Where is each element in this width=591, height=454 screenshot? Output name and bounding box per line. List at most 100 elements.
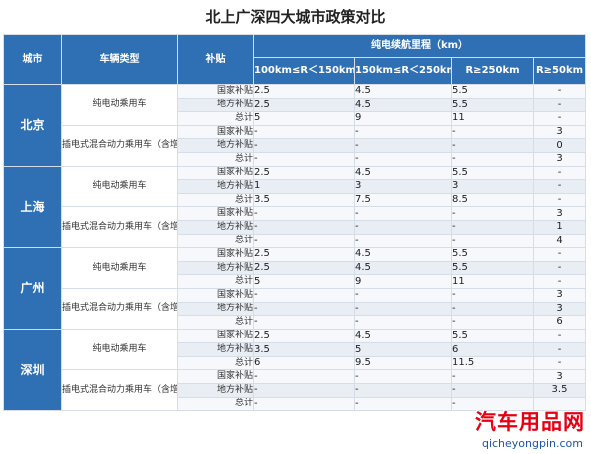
value-cell: - [532, 84, 587, 99]
value-cell: 11.5 [451, 355, 534, 371]
value-cell: 1 [253, 179, 355, 194]
value-cell: - [354, 138, 452, 153]
value-cell: 3.5 [253, 342, 355, 357]
value-cell: - [532, 192, 587, 208]
value-cell: - [451, 219, 534, 235]
value-cell: 6 [253, 355, 355, 371]
table-row: 地方补贴 1 3 3- [4, 179, 587, 194]
table-row: 广州 纯电动乘用车 国家补贴 2.5 4.5 5.5- [3, 247, 587, 330]
subsidy-label-cell: 地方补贴 [177, 97, 254, 113]
subsidy-label-cell: 国家补贴 [177, 328, 254, 344]
subsidy-label-cell: 国家补贴 [177, 206, 254, 221]
subsidy-label-cell: 国家补贴 [177, 84, 254, 99]
table-row: 地方补贴 - - -3 [4, 301, 587, 317]
value-cell: - [451, 206, 534, 221]
value-cell [532, 396, 587, 412]
vehicle-type-cell: 插电式混合动力乘用车（含增程式） [61, 287, 178, 330]
value-cell: 5.5 [451, 247, 534, 262]
value-cell: 4.5 [354, 260, 452, 276]
value-cell: 3.5 [532, 383, 587, 398]
table-row: 总计 5 9 11- [4, 111, 587, 126]
value-cell: - [451, 396, 534, 412]
vehicle-type-cell: 纯电动乘用车 [61, 84, 178, 126]
subsidy-label-cell: 地方补贴 [177, 383, 254, 398]
value-cell: - [451, 287, 534, 303]
subsidy-label-cell: 地方补贴 [177, 342, 254, 357]
value-cell: - [532, 342, 587, 357]
vehicle-type-cell: 纯电动乘用车 [61, 328, 178, 371]
value-cell: - [354, 383, 452, 398]
subsidy-label-cell: 国家补贴 [177, 287, 254, 303]
header-vehicle-type: 车辆类型 [61, 34, 178, 85]
value-cell: - [354, 219, 452, 235]
subsidy-label-cell: 总计 [177, 274, 254, 289]
subsidy-label-cell: 总计 [177, 396, 254, 412]
subsidy-label-cell: 地方补贴 [177, 138, 254, 153]
value-cell: 5.5 [451, 84, 534, 99]
value-cell: - [354, 301, 452, 317]
value-cell: 3 [532, 124, 587, 140]
value-cell: 11 [451, 111, 534, 126]
table-row: 总计 - - - [4, 396, 587, 412]
table-row: 地方补贴 3.5 5 6- [4, 342, 587, 357]
value-cell: - [354, 369, 452, 385]
vehicle-type-cell: 插电式混合动力乘用车（含增程式） [61, 206, 178, 249]
subsidy-label-cell: 地方补贴 [177, 301, 254, 317]
subsidy-label-cell: 国家补贴 [177, 124, 254, 140]
value-cell: 5 [253, 274, 355, 289]
value-cell: - [354, 124, 452, 140]
city-cell: 上海 [3, 165, 62, 249]
value-cell: 1 [532, 219, 587, 235]
value-cell: - [451, 301, 534, 317]
value-cell: 9 [354, 274, 452, 289]
value-cell: - [253, 287, 355, 303]
table-row: 插电式混合动力乘用车（含增程式）国家补贴---3 [4, 369, 587, 412]
table-row: 插电式混合动力乘用车（含增程式）国家补贴---3 [4, 287, 587, 330]
subsidy-label-cell: 地方补贴 [177, 219, 254, 235]
value-cell: 9.5 [354, 355, 452, 371]
value-cell: - [253, 219, 355, 235]
value-cell: 4.5 [354, 84, 452, 99]
table-body: 北京 纯电动乘用车 国家补贴 2.5 4.5 5.5- 地方补贴 2.5 4.5 5.5- 总计 5 9… [3, 84, 587, 412]
subsidy-label-cell: 国家补贴 [177, 369, 254, 385]
value-cell: - [354, 151, 452, 167]
subsidy-label-cell: 总计 [177, 111, 254, 126]
table-row: 上海 纯电动乘用车 国家补贴 2.5 4.5 5.5- [3, 165, 587, 249]
value-cell: 7.5 [354, 192, 452, 208]
value-cell: - [451, 315, 534, 330]
vehicle-type-cell: 插电式混合动力乘用车（含增程式） [61, 369, 178, 412]
value-cell: - [253, 233, 355, 249]
subsidy-label-cell: 总计 [177, 233, 254, 249]
value-cell: - [253, 383, 355, 398]
vehicle-type-cell: 纯电动乘用车 [61, 165, 178, 208]
table-row: 插电式混合动力乘用车（含增程式）国家补贴---3 [4, 206, 587, 249]
policy-table: 城市 车辆类型 补贴 纯电续航里程（km） 100km≤R＜150km 150k… [3, 34, 587, 412]
watermark-url: qicheyongpin.com [481, 437, 583, 450]
value-cell: 5.5 [451, 165, 534, 181]
value-cell: - [451, 124, 534, 140]
value-cell: 11 [451, 274, 534, 289]
value-cell: - [451, 369, 534, 385]
value-cell: - [532, 165, 587, 181]
value-cell: - [253, 396, 355, 412]
value-cell: 3 [532, 287, 587, 303]
value-cell: 3 [451, 179, 534, 194]
value-cell: - [532, 247, 587, 262]
value-cell: - [532, 111, 587, 126]
table-row: 地方补贴 2.5 4.5 5.5- [4, 260, 587, 276]
subsidy-label-cell: 国家补贴 [177, 247, 254, 262]
value-cell: 3.5 [253, 192, 355, 208]
value-cell: 2.5 [253, 247, 355, 262]
value-cell: - [354, 206, 452, 221]
value-cell: 2.5 [253, 97, 355, 113]
value-cell: - [253, 206, 355, 221]
value-cell: - [253, 369, 355, 385]
value-cell: 9 [354, 111, 452, 126]
value-cell: - [354, 233, 452, 249]
value-cell: 3 [532, 301, 587, 317]
page-title: 北上广深四大城市政策对比 [205, 8, 386, 26]
subsidy-label-cell: 国家补贴 [177, 165, 254, 181]
value-cell: 4.5 [354, 328, 452, 344]
value-cell: 5.5 [451, 328, 534, 344]
value-cell: - [253, 301, 355, 317]
